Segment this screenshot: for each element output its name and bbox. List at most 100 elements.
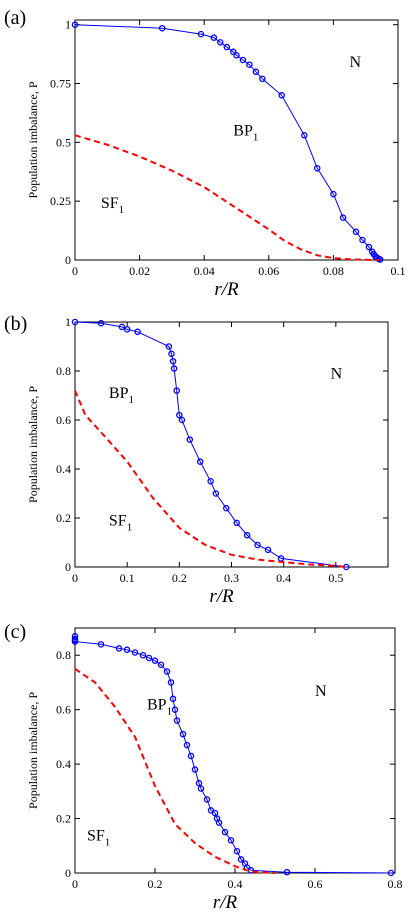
data-point bbox=[163, 668, 171, 675]
series-line-dashed bbox=[74, 667, 276, 874]
y-tick-label: 1 bbox=[65, 315, 71, 329]
data-point bbox=[283, 868, 291, 876]
data-point bbox=[170, 365, 178, 372]
data-point bbox=[123, 646, 131, 654]
y-axis-label: Population imbalance, P bbox=[26, 386, 40, 503]
data-point bbox=[118, 323, 126, 331]
panel-2: 0 0.1 0.2 0.3 0.4 0.5 0 0.2 0.4 0.6 0.8 1 r/R Populat… bbox=[4, 313, 389, 607]
series-line-dashed bbox=[74, 390, 347, 568]
y-tick-label: 0.8 bbox=[56, 364, 71, 378]
data-point bbox=[191, 766, 199, 773]
region-label: N bbox=[350, 54, 362, 71]
y-tick-label: 0.6 bbox=[56, 413, 71, 427]
data-point bbox=[157, 661, 165, 669]
panel-label: (b) bbox=[4, 313, 27, 335]
series-line bbox=[74, 321, 347, 568]
data-point bbox=[233, 847, 241, 855]
data-point bbox=[187, 752, 195, 760]
data-point bbox=[179, 730, 187, 738]
data-point bbox=[233, 52, 240, 59]
x-tick-label: 0.1 bbox=[391, 264, 406, 278]
data-point bbox=[168, 350, 175, 358]
x-tick-label: 0.1 bbox=[120, 571, 135, 585]
data-point bbox=[183, 741, 191, 749]
x-tick-label: 0.2 bbox=[148, 877, 163, 891]
y-tick-label: 0 bbox=[65, 253, 71, 267]
x-tick-label: 0.04 bbox=[194, 264, 215, 278]
data-point bbox=[195, 779, 203, 787]
series-red-dashed bbox=[74, 390, 347, 568]
region-label: N bbox=[331, 365, 343, 382]
data-point bbox=[115, 645, 123, 652]
y-tick-label: 0.4 bbox=[56, 462, 71, 476]
region-label: SF1 bbox=[109, 512, 132, 533]
plot-frame bbox=[74, 19, 399, 261]
y-tick-label: 1 bbox=[65, 18, 71, 32]
y-tick-label: 0.2 bbox=[56, 812, 71, 826]
data-point bbox=[139, 651, 147, 659]
data-point bbox=[211, 809, 219, 817]
y-tick-label: 0.6 bbox=[56, 703, 71, 717]
region-label: SF1 bbox=[87, 827, 110, 848]
data-point bbox=[223, 43, 231, 51]
data-point bbox=[145, 654, 153, 662]
x-tick-label: 0.5 bbox=[328, 571, 343, 585]
series-blue-circles-line bbox=[71, 318, 350, 571]
data-point bbox=[264, 546, 272, 554]
data-point bbox=[169, 695, 177, 703]
data-point bbox=[123, 326, 131, 333]
y-tick-label: 0.2 bbox=[56, 511, 71, 525]
data-point bbox=[221, 828, 229, 836]
data-point bbox=[359, 236, 366, 244]
data-point bbox=[71, 21, 79, 28]
data-point bbox=[173, 717, 181, 724]
data-point bbox=[134, 328, 141, 336]
data-point bbox=[313, 164, 321, 172]
data-point bbox=[365, 243, 373, 251]
x-tick-label: 0.8 bbox=[388, 877, 403, 891]
y-axis-label: Population imbalance, P bbox=[26, 81, 40, 198]
x-axis-label: r/R bbox=[209, 586, 234, 607]
data-point bbox=[169, 357, 177, 365]
x-tick-label: 0.4 bbox=[276, 571, 291, 585]
data-point bbox=[339, 214, 347, 221]
data-point bbox=[197, 30, 205, 38]
data-point bbox=[230, 48, 237, 56]
data-point bbox=[158, 24, 166, 32]
data-point bbox=[173, 387, 180, 394]
data-point bbox=[196, 458, 204, 465]
data-point bbox=[301, 132, 308, 139]
y-tick-label: 0 bbox=[65, 866, 71, 880]
data-point bbox=[176, 411, 183, 419]
data-point bbox=[217, 39, 224, 46]
data-point bbox=[330, 190, 337, 198]
data-point bbox=[178, 416, 186, 424]
region-label: BP1 bbox=[233, 122, 258, 143]
y-tick-label: 0.5 bbox=[56, 135, 71, 149]
y-tick-label: 0 bbox=[65, 560, 71, 574]
data-point bbox=[131, 649, 139, 656]
data-point bbox=[71, 638, 79, 645]
panel-3: 0 0.2 0.4 0.6 0.8 0 0.2 0.4 0.6 0.8 r/R Population … bbox=[4, 621, 403, 913]
panel-1: 0 0.02 0.04 0.06 0.08 0.1 0 0.25 0.5 0.75 1 r/R Popu… bbox=[4, 7, 406, 300]
plot-frame bbox=[74, 627, 396, 874]
panel-label: (c) bbox=[4, 621, 26, 643]
x-tick-label: 0 bbox=[72, 264, 78, 278]
data-point bbox=[212, 490, 220, 497]
data-point bbox=[352, 228, 360, 236]
data-point bbox=[243, 531, 251, 539]
data-point bbox=[237, 856, 245, 863]
y-tick-label: 0.8 bbox=[56, 648, 71, 662]
series-blue-circles-line bbox=[71, 21, 384, 263]
data-point bbox=[171, 706, 179, 713]
data-point bbox=[246, 61, 253, 68]
x-tick-label: 0.02 bbox=[129, 264, 150, 278]
data-point bbox=[259, 75, 266, 83]
series-line-dashed bbox=[74, 134, 379, 261]
x-axis-label: r/R bbox=[213, 892, 238, 913]
series-red-dashed bbox=[74, 667, 276, 874]
x-tick-label: 0.3 bbox=[224, 571, 239, 585]
x-tick-label: 0 bbox=[72, 571, 78, 585]
data-point bbox=[186, 436, 194, 443]
x-tick-label: 0.6 bbox=[308, 877, 323, 891]
